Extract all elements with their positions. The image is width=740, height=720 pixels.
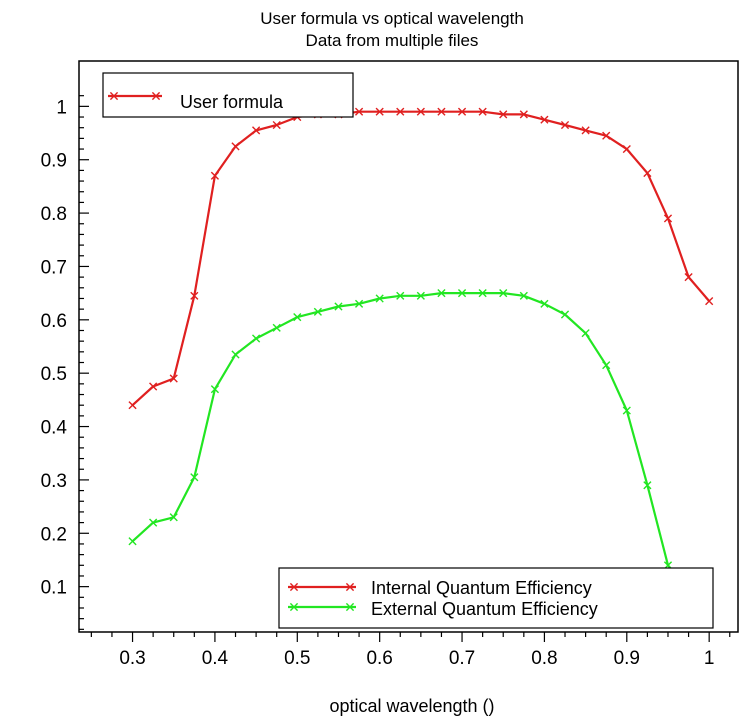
data-point-iqe: [252, 126, 261, 135]
series-iqe: [128, 107, 714, 410]
series-layer: [128, 107, 714, 594]
x-tick-label: 0.8: [531, 648, 557, 669]
data-point-eqe: [396, 291, 405, 300]
y-tick-label: 0.5: [41, 364, 67, 385]
y-tick-label: 0.4: [41, 418, 68, 439]
data-point-eqe: [581, 329, 590, 338]
y-tick-label: 0.2: [41, 524, 67, 545]
data-point-iqe: [396, 107, 405, 116]
plot-frame: [78, 60, 739, 633]
data-point-iqe: [149, 382, 158, 391]
y-tick-label: 0.1: [41, 578, 67, 599]
data-point-eqe: [560, 310, 570, 319]
data-point-iqe: [478, 107, 487, 116]
x-axis-tick-labels: 0.3 0.4 0.5 0.6 0.7 0.8 0.9 1: [119, 648, 714, 669]
legend-iqe-swatch: [288, 582, 356, 592]
data-point-iqe: [602, 131, 611, 140]
data-point-iqe: [622, 144, 631, 154]
data-point-eqe: [210, 385, 220, 394]
legend-bottom-right-box: [278, 567, 714, 629]
x-axis-ticks: [90, 632, 731, 642]
data-point-eqe: [478, 289, 487, 298]
x-tick-label: 0.7: [449, 648, 475, 669]
data-point-eqe: [457, 289, 467, 298]
x-tick-label: 0.3: [119, 648, 145, 669]
chart-subtitle: Data from multiple files: [306, 31, 479, 50]
data-point-iqe: [499, 110, 508, 119]
data-point-eqe: [149, 518, 158, 527]
data-point-eqe: [375, 294, 384, 303]
legend-eqe-label: External Quantum Efficiency: [371, 599, 598, 619]
data-point-eqe: [231, 350, 240, 359]
data-point-iqe: [354, 107, 364, 116]
legend-user-formula-label: User formula: [180, 92, 284, 112]
x-tick-label: 0.4: [202, 648, 229, 669]
data-point-iqe: [540, 115, 549, 124]
data-point-iqe: [643, 168, 652, 178]
data-point-iqe: [437, 107, 446, 116]
data-point-iqe: [231, 142, 240, 151]
legend-bottom-right: Internal Quantum Efficiency External Qua…: [278, 567, 714, 629]
y-tick-label: 0.9: [41, 151, 67, 172]
data-point-eqe: [128, 537, 137, 546]
x-tick-label: 0.6: [366, 648, 392, 669]
data-point-eqe: [437, 289, 446, 298]
data-point-iqe: [560, 120, 570, 130]
legend-eqe-swatch: [288, 602, 356, 612]
x-tick-label: 1: [704, 648, 715, 669]
data-point-iqe: [581, 126, 590, 135]
chart-title: User formula vs optical wavelength: [260, 9, 524, 28]
series-line-eqe: [131, 292, 690, 591]
data-point-iqe: [210, 171, 220, 180]
data-point-iqe: [375, 107, 384, 116]
data-point-iqe: [519, 110, 528, 119]
y-axis-ticks: [79, 95, 89, 630]
data-point-iqe: [169, 374, 178, 383]
x-tick-label: 0.9: [614, 648, 640, 669]
data-point-eqe: [540, 299, 549, 308]
data-point-iqe: [457, 107, 467, 116]
y-tick-label: 0.7: [41, 257, 67, 278]
y-axis-tick-labels: 0.1 0.2 0.3 0.4 0.5 0.6 0.7 0.8 0.9 1: [41, 97, 68, 598]
data-point-eqe: [272, 323, 281, 332]
data-point-iqe: [684, 273, 693, 282]
legend-top-left: User formula: [102, 72, 354, 118]
x-tick-label: 0.5: [284, 648, 310, 669]
legend-user-formula-swatch: [108, 91, 162, 101]
data-point-eqe: [354, 299, 364, 308]
data-point-eqe: [313, 307, 322, 316]
series-line-iqe: [131, 110, 711, 407]
y-tick-label: 1: [56, 97, 67, 118]
data-point-eqe: [190, 473, 199, 482]
data-point-iqe: [705, 297, 714, 306]
series-eqe: [128, 289, 693, 594]
data-point-eqe: [643, 481, 652, 490]
data-point-eqe: [416, 291, 425, 300]
data-point-eqe: [293, 313, 302, 322]
data-point-eqe: [519, 291, 528, 300]
y-tick-label: 0.6: [41, 311, 67, 332]
data-point-iqe: [663, 214, 673, 223]
data-point-iqe: [128, 401, 137, 410]
data-point-eqe: [334, 302, 343, 311]
data-point-iqe: [190, 291, 199, 300]
data-point-eqe: [169, 513, 178, 522]
data-point-iqe: [416, 107, 425, 116]
data-point-iqe: [272, 120, 281, 130]
y-tick-label: 0.8: [41, 204, 67, 225]
legend-iqe-label: Internal Quantum Efficiency: [371, 578, 592, 598]
data-point-eqe: [252, 334, 261, 343]
data-point-eqe: [602, 361, 611, 370]
data-point-eqe: [622, 406, 631, 415]
x-axis-label: optical wavelength (): [329, 696, 494, 716]
data-point-eqe: [499, 289, 508, 298]
y-tick-label: 0.3: [41, 471, 67, 492]
